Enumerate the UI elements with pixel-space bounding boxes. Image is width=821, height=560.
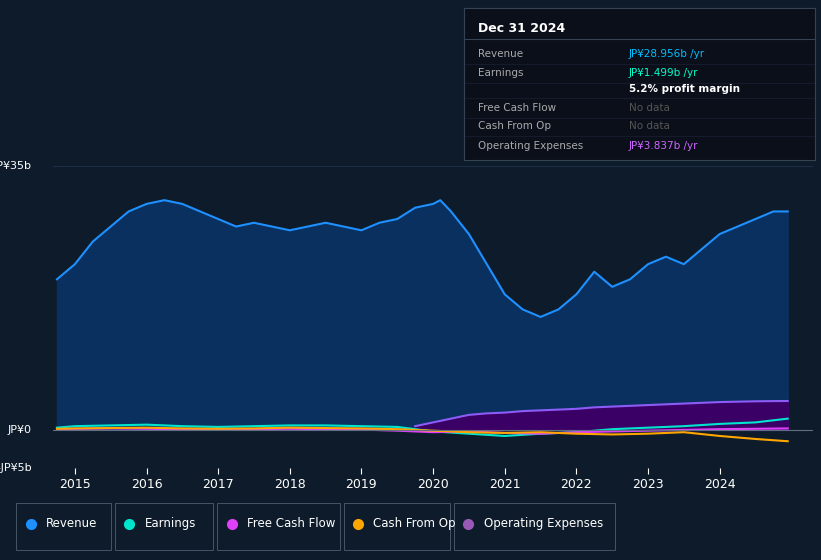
Text: Cash From Op: Cash From Op [374, 517, 456, 530]
Text: Operating Expenses: Operating Expenses [484, 517, 603, 530]
Text: Revenue: Revenue [46, 517, 98, 530]
Text: Revenue: Revenue [478, 49, 523, 59]
Text: No data: No data [629, 103, 670, 113]
Text: -JP¥5b: -JP¥5b [0, 463, 32, 473]
Text: Operating Expenses: Operating Expenses [478, 141, 583, 151]
Text: Free Cash Flow: Free Cash Flow [478, 103, 556, 113]
Text: Dec 31 2024: Dec 31 2024 [478, 22, 565, 35]
Text: JP¥35b: JP¥35b [0, 161, 32, 171]
Text: JP¥1.499b /yr: JP¥1.499b /yr [629, 68, 699, 78]
Text: Cash From Op: Cash From Op [478, 122, 551, 132]
Text: No data: No data [629, 122, 670, 132]
Text: Earnings: Earnings [478, 68, 524, 78]
Text: JP¥28.956b /yr: JP¥28.956b /yr [629, 49, 705, 59]
Text: Free Cash Flow: Free Cash Flow [247, 517, 336, 530]
Text: JP¥3.837b /yr: JP¥3.837b /yr [629, 141, 699, 151]
Text: JP¥0: JP¥0 [8, 425, 32, 435]
Text: Earnings: Earnings [144, 517, 196, 530]
Text: 5.2% profit margin: 5.2% profit margin [629, 83, 740, 94]
